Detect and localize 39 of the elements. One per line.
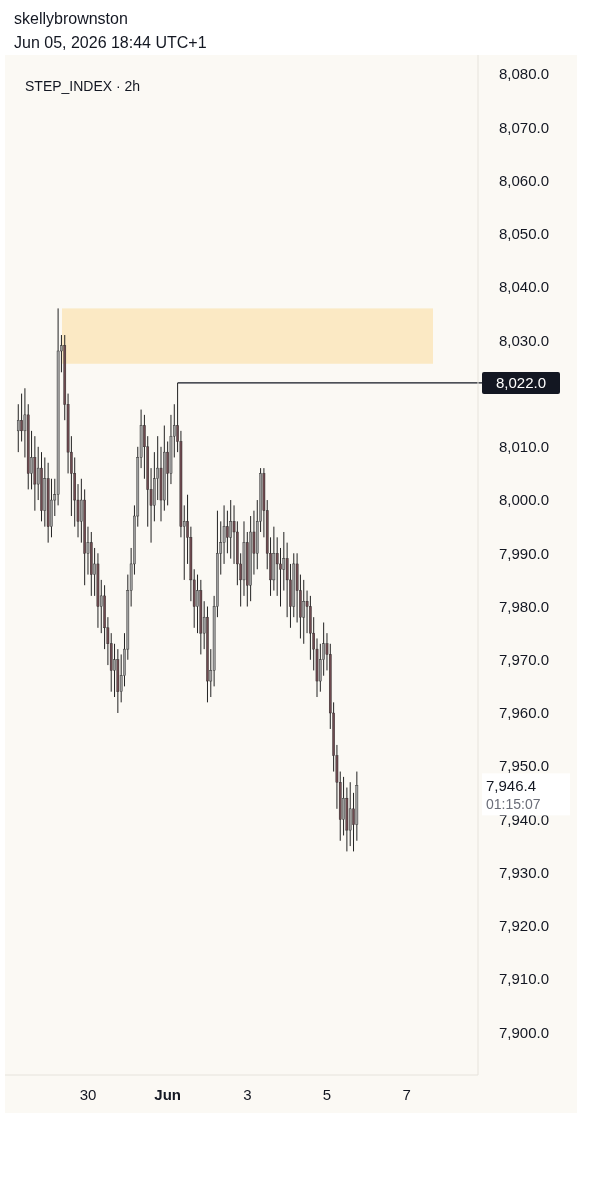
- y-tick-label: 7,960.0: [498, 704, 550, 722]
- y-tick-label: 8,010.0: [498, 438, 550, 456]
- x-tick-label: Jun: [154, 1086, 181, 1103]
- ref-line-label: 8,022.0: [495, 374, 547, 392]
- candlestick: [113, 643, 116, 698]
- y-tick-label: 7,900.0: [498, 1023, 550, 1041]
- text: Jun 05, 2026 18:44 UTC+1: [14, 34, 207, 51]
- text: 7,946.4: [486, 776, 537, 794]
- y-tick-label: 8,030.0: [498, 331, 550, 349]
- y-tick-label: 7,980.0: [498, 597, 550, 615]
- x-tick-label: 30: [79, 1086, 97, 1103]
- text: skellybrownston: [14, 10, 128, 27]
- x-tick-label: 3: [243, 1086, 252, 1103]
- y-tick-label: 8,060.0: [498, 171, 550, 189]
- y-tick-label: 8,000.0: [498, 491, 550, 509]
- y-tick-label: 7,990.0: [498, 544, 550, 562]
- candlestick: [20, 393, 23, 442]
- candlestick: [229, 499, 233, 560]
- y-tick-label: 8,070.0: [498, 118, 550, 136]
- y-tick-label: 7,950.0: [498, 757, 550, 775]
- y-tick-label: 7,920.0: [498, 917, 550, 935]
- y-tick-label: 7,930.0: [498, 863, 550, 881]
- y-tick-label: 8,080.0: [498, 65, 550, 83]
- y-tick-label: 7,910.0: [498, 970, 550, 988]
- x-tick-label: 5: [322, 1086, 332, 1103]
- y-tick-label: 8,050.0: [498, 225, 550, 243]
- y-tick-label: 7,940.0: [498, 810, 550, 828]
- y-tick-label: 7,970.0: [498, 651, 550, 669]
- candlestick: [226, 510, 229, 554]
- candlestick: [166, 440, 169, 506]
- candlestick: [16, 403, 20, 453]
- text: STEP_INDEX · 2h: [25, 78, 141, 94]
- candlestick: [302, 579, 306, 645]
- candlestick: [348, 781, 352, 847]
- candlestick: [196, 574, 199, 634]
- y-tick-label: 8,040.0: [498, 278, 550, 296]
- candlestick: [342, 776, 345, 836]
- text: 01:15:07: [486, 796, 541, 813]
- x-tick-label: 7: [402, 1086, 411, 1103]
